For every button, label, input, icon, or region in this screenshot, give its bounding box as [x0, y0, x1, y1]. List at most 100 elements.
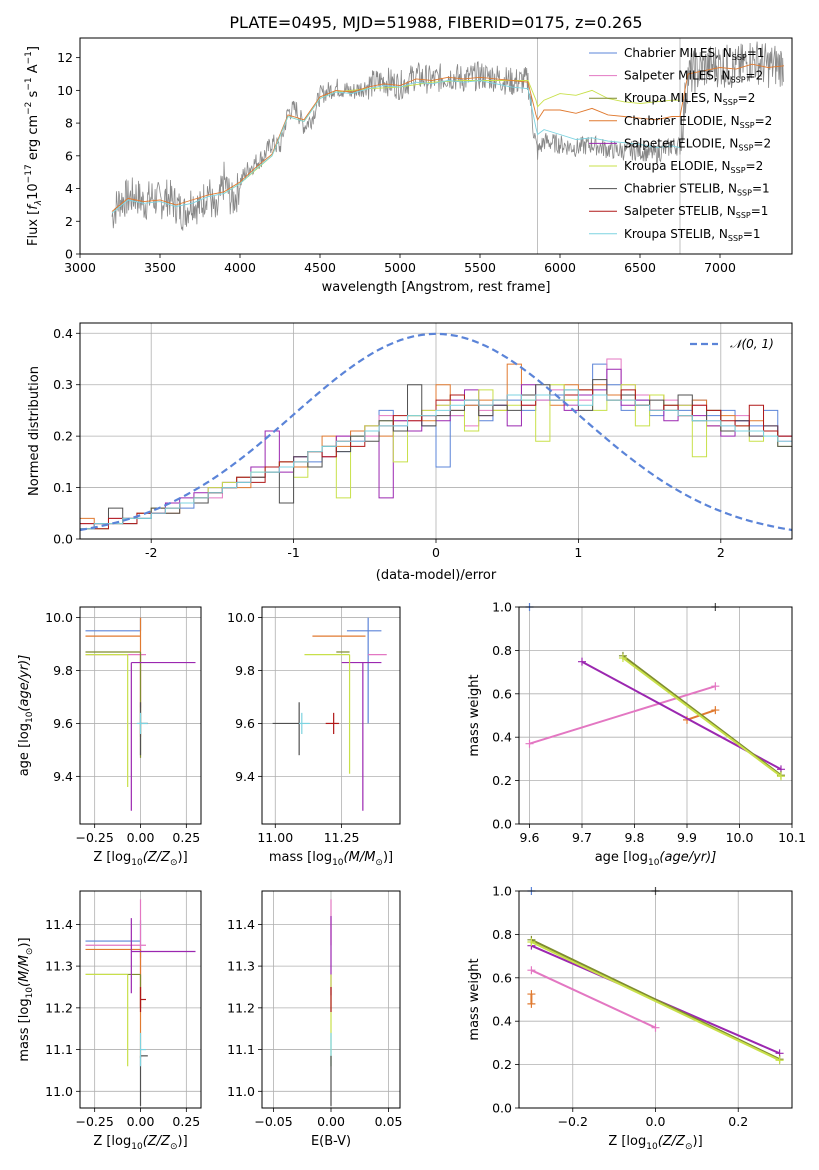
- x-tick-label: 0.00: [127, 830, 155, 845]
- legend-entry: Salpeter ELODIE, NSSP=2: [624, 136, 771, 152]
- age_vs_mass-x-label: mass [log10(M/M⊙)]: [269, 850, 393, 868]
- y-tick-label: 0.0: [492, 1101, 512, 1116]
- weight_vs_age-axes: 9.6 9.7 9.8 9.9 10.0 10.1 0.0 0.2 0.4 0.6 0.8 1.0: [492, 600, 806, 846]
- errorbar-point: [130, 661, 196, 811]
- weight_vs_age-x-label: age [log10(age/yr)]: [595, 850, 717, 868]
- y-tick-label: 11.3: [227, 959, 255, 974]
- mass_vs_Z-y-label: mass [log10(M/M⊙)]: [17, 937, 35, 1061]
- spectrum-frame: [79, 37, 793, 255]
- mass_vs_Z-x-label: Z [log10(Z/Z⊙)]: [93, 1134, 187, 1152]
- y-tick-label: 11.2: [227, 1000, 255, 1015]
- y-tick-label: 0.4: [492, 730, 512, 745]
- y-tick-label: 10.0: [227, 610, 255, 625]
- x-tick-label: 10.1: [778, 830, 806, 845]
- x-tick-label: 9.6: [520, 830, 540, 845]
- y-tick-label: 0.6: [492, 686, 512, 701]
- weight-marker: [618, 653, 627, 662]
- x-tick-label: 5000: [384, 260, 416, 275]
- y-tick-label: 1.0: [492, 884, 512, 899]
- weight-marker: [776, 772, 785, 781]
- x-tick-label: 6500: [624, 260, 656, 275]
- x-tick-label: 3500: [144, 260, 176, 275]
- errorbar-point: [139, 702, 148, 756]
- weight-line: [530, 969, 656, 1029]
- y-tick-label: 0.0: [53, 532, 73, 547]
- y-tick-label: 9.6: [235, 716, 255, 731]
- y-tick-label: 0.1: [53, 480, 73, 495]
- x-tick-label: 0.25: [172, 1114, 200, 1129]
- x-tick-label: 4000: [224, 260, 256, 275]
- weight-marker: [651, 1023, 660, 1032]
- age_vs_Z-frame: [79, 606, 202, 825]
- x-tick-label: −0.05: [254, 1114, 292, 1129]
- y-tick-label: 2: [65, 214, 73, 229]
- age_vs_Z-plot: [85, 617, 196, 811]
- residuals-y-label: Normed distribution: [27, 366, 42, 496]
- y-tick-label: 1.0: [492, 600, 512, 615]
- errorbar-point: [130, 918, 196, 994]
- weight_vs_Z-x-label: Z [log10(Z/Z⊙)]: [608, 1134, 702, 1152]
- y-tick-label: 0.6: [492, 970, 512, 985]
- histogram-step: [80, 389, 792, 530]
- y-tick-label: 11.0: [227, 1084, 255, 1099]
- y-tick-label: 11.1: [227, 1042, 255, 1057]
- legend-entry: Chabrier STELIB, NSSP=1: [624, 182, 770, 198]
- x-tick-label: 5500: [464, 260, 496, 275]
- errorbar-point: [85, 617, 142, 737]
- age_vs_Z-x-label: Z [log10(Z/Z⊙)]: [93, 850, 187, 868]
- errorbar-point: [139, 986, 146, 1013]
- y-tick-label: 12: [57, 50, 73, 65]
- legend-entry: Kroupa STELIB, NSSP=1: [624, 227, 761, 243]
- weight-line: [530, 938, 781, 1061]
- weight_vs_Z-axes: −0.2 0.0 0.2 0.0 0.2 0.4 0.6 0.8 1.0: [492, 884, 792, 1129]
- y-tick-label: 11.0: [45, 1084, 73, 1099]
- y-tick-label: 0.2: [53, 429, 73, 444]
- x-tick-label: 0.00: [127, 1114, 155, 1129]
- y-tick-label: 11.2: [45, 1000, 73, 1015]
- age_vs_mass-axes: 11.00 11.25 9.4 9.6 9.8 10.0: [227, 607, 400, 845]
- x-tick-label: 9.8: [625, 830, 645, 845]
- model-kroupa-stelib-line: [111, 80, 681, 214]
- x-tick-label: 2: [717, 545, 725, 560]
- y-tick-label: 10.0: [45, 610, 73, 625]
- x-tick-label: 9.7: [572, 830, 592, 845]
- weight-marker: [711, 706, 720, 715]
- weight-line: [529, 685, 716, 745]
- y-tick-label: 9.8: [53, 663, 73, 678]
- weight-marker: [527, 999, 536, 1008]
- weight_vs_age-frame: [518, 606, 793, 825]
- errorbar-point: [325, 712, 339, 735]
- x-tick-label: 0.00: [317, 1114, 345, 1129]
- weight-marker: [527, 990, 536, 999]
- y-tick-label: 8: [65, 116, 73, 131]
- y-tick-label: 0.0: [492, 817, 512, 832]
- weight-marker: [775, 1056, 784, 1065]
- errorbar-point: [346, 617, 382, 724]
- errorbar-point: [85, 617, 142, 632]
- mass_vs_EBV-x-label: E(B-V): [311, 1134, 351, 1149]
- x-tick-label: 6000: [544, 260, 576, 275]
- mass_vs_Z-plot: [85, 899, 196, 1106]
- x-tick-label: 9.9: [677, 830, 697, 845]
- x-tick-label: -1: [287, 545, 299, 560]
- legend-entry: Kroupa ELODIE, NSSP=2: [624, 159, 763, 175]
- weight-marker: [525, 739, 534, 748]
- y-tick-label: 0.3: [53, 377, 73, 392]
- age_vs_Z-y-label: age [log10(age/yr)]: [17, 655, 35, 777]
- y-tick-label: 9.8: [235, 663, 255, 678]
- y-tick-label: 0: [65, 247, 73, 262]
- spectrum-plot: [111, 41, 785, 231]
- residuals-x-label: (data-model)/error: [376, 568, 497, 583]
- mass_vs_EBV-axes: −0.05 0.00 0.05 11.0 11.1 11.2 11.3 11.4: [227, 891, 402, 1129]
- y-tick-label: 6: [65, 148, 73, 163]
- weight-line: [530, 941, 781, 1062]
- normal-curve: [80, 332, 792, 532]
- errorbar-point: [299, 712, 310, 735]
- mass_vs_Z-frame: [79, 890, 202, 1109]
- legend-entry: Kroupa MILES, NSSP=2: [624, 91, 755, 107]
- y-tick-label: 0.4: [492, 1014, 512, 1029]
- weight-marker: [527, 937, 536, 946]
- legend-entry: Salpeter STELIB, NSSP=1: [624, 204, 768, 220]
- spectrum-y-label: Flux [fλ10−17 erg cm−2 s−1 A−1]: [24, 46, 44, 246]
